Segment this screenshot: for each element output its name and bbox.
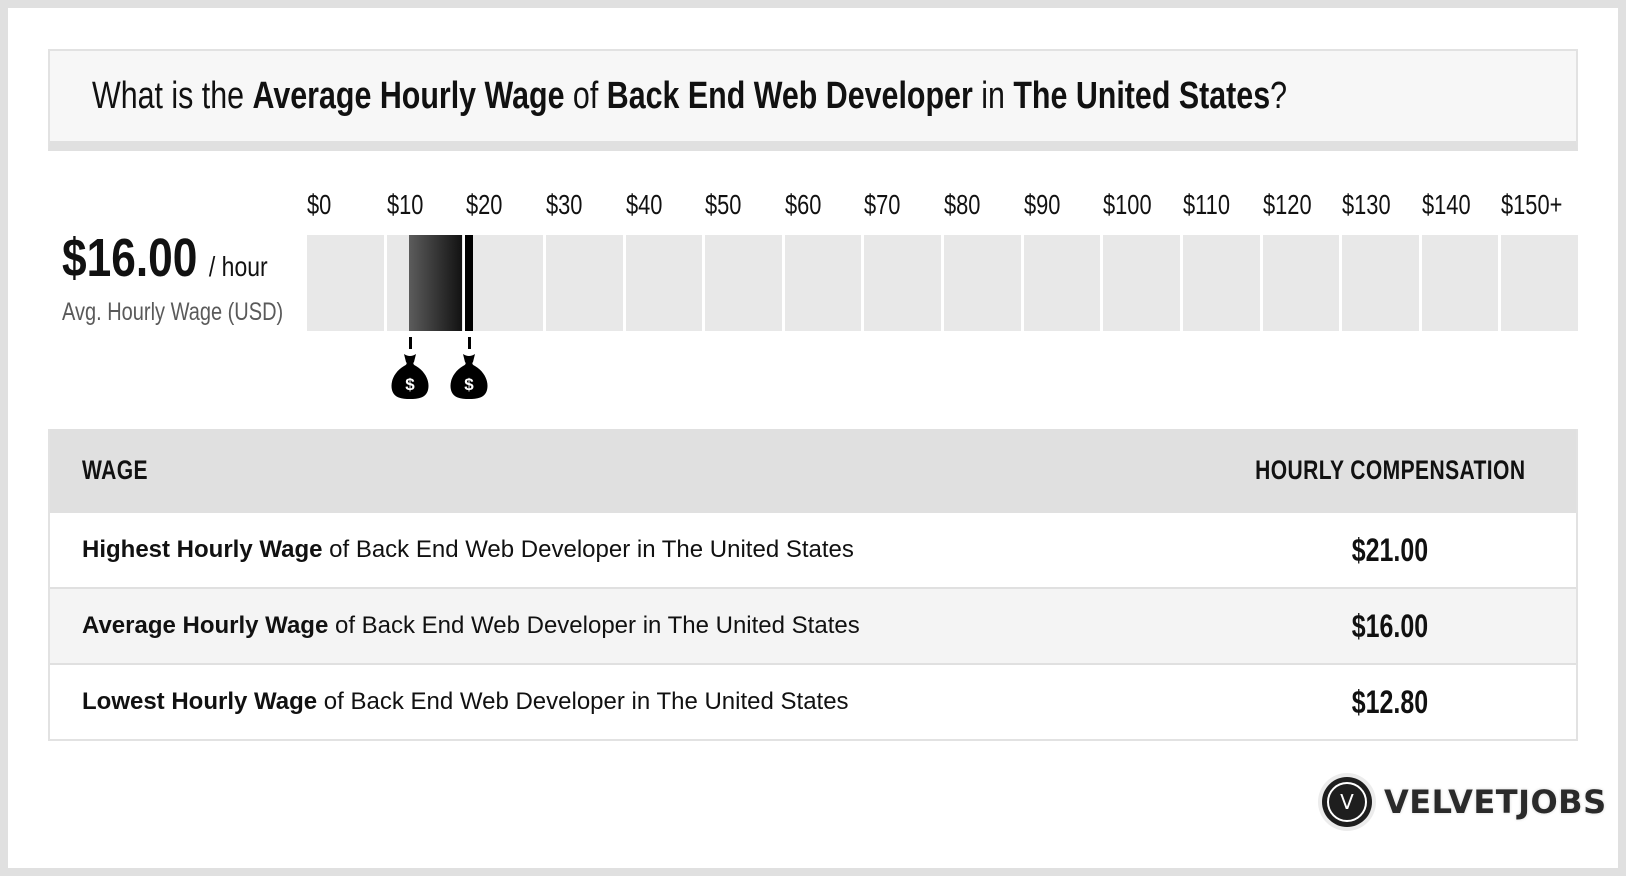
title-in: in [972, 75, 1014, 117]
scale-segment [1342, 235, 1419, 331]
scale-label: $140 [1421, 189, 1471, 220]
table-row: Average Hourly Wage of Back End Web Deve… [50, 587, 1576, 663]
scale-segment [1182, 235, 1260, 331]
brand-name: VELVETJOBS [1384, 783, 1607, 821]
velvetjobs-logo[interactable]: V VELVETJOBS [1318, 772, 1607, 832]
scale-label: $30 [545, 189, 583, 220]
scale-segment [864, 235, 941, 331]
title-location: The United States [1013, 75, 1271, 117]
scale-segment [1103, 235, 1180, 331]
scale-label: $110 [1182, 189, 1230, 220]
svg-text:$: $ [464, 375, 474, 394]
title-job: Back End Web Developer [606, 75, 973, 117]
money-bag-icon: $ [391, 354, 429, 399]
scale-label: $20 [466, 189, 503, 220]
title-metric: Average Hourly Wage [252, 75, 565, 117]
highest-wage-marker [465, 235, 474, 331]
wage-scale-labels: $0 $10 $20 $30 $40 $50 $60 $70 $80 $90 $100 $110 $12… [307, 188, 1578, 222]
average-wage-summary: $16.00 / hour [62, 228, 313, 288]
row-value: $12.80 [1351, 684, 1429, 720]
scale-label: $150+ [1501, 189, 1563, 220]
scale-segment [466, 235, 543, 331]
row-value: $16.00 [1351, 608, 1429, 644]
row-description: Lowest Hourly Wage of Back End Web Devel… [82, 688, 849, 715]
scale-label: $80 [944, 189, 981, 220]
scale-label: $0 [307, 189, 332, 220]
table-header: WAGE HOURLY COMPENSATION [50, 429, 1576, 511]
scale-label: $10 [386, 189, 424, 220]
scale-segment [1501, 235, 1578, 331]
column-header-wage: WAGE [82, 455, 148, 485]
table-row: Lowest Hourly Wage of Back End Web Devel… [50, 663, 1576, 739]
wage-range-bar [307, 235, 1578, 331]
row-value: $21.00 [1351, 532, 1429, 568]
scale-label: $40 [625, 189, 662, 220]
highest-wage-tick [468, 337, 472, 349]
scale-label: $70 [864, 189, 901, 220]
scale-label: $100 [1103, 189, 1152, 220]
scale-segment [705, 235, 782, 331]
scale-segment [625, 235, 703, 331]
row-description: Average Hourly Wage of Back End Web Deve… [82, 612, 860, 639]
wage-range-fill [408, 235, 463, 331]
question-header: What is the Average Hourly Wage of Back … [48, 49, 1578, 151]
scale-label: $90 [1023, 189, 1061, 220]
wage-table: WAGE HOURLY COMPENSATION Highest Hourly … [48, 429, 1578, 741]
page-title: What is the Average Hourly Wage of Back … [92, 73, 1586, 119]
svg-text:$: $ [405, 375, 415, 394]
table-row: Highest Hourly Wage of Back End Web Deve… [50, 511, 1576, 587]
scale-segment [944, 235, 1021, 331]
caption-text: Avg. Hourly Wage (USD) [62, 298, 284, 326]
lowest-wage-tick [408, 337, 412, 349]
average-wage-amount: $16.00 [62, 228, 198, 288]
wage-unit: / hour [208, 251, 268, 282]
scale-segment [1262, 235, 1340, 331]
money-bag-icon: $ [450, 354, 488, 399]
scale-label: $60 [784, 189, 822, 220]
scale-segment [1421, 235, 1499, 331]
row-description: Highest Hourly Wage of Back End Web Deve… [82, 536, 854, 563]
scale-label: $120 [1262, 189, 1312, 220]
title-prefix: What is the [92, 75, 253, 117]
title-suffix: ? [1270, 75, 1288, 117]
scale-label: $130 [1342, 189, 1391, 220]
scale-segment [545, 235, 623, 331]
velvetjobs-v-icon: V [1318, 773, 1376, 831]
scale-segment [1023, 235, 1101, 331]
scale-label: $50 [705, 189, 742, 220]
title-of: of [564, 75, 607, 117]
average-wage-caption: Avg. Hourly Wage (USD) [62, 298, 338, 327]
column-header-compensation: HOURLY COMPENSATION [1254, 455, 1526, 485]
scale-segment [307, 235, 384, 331]
scale-segment [784, 235, 862, 331]
